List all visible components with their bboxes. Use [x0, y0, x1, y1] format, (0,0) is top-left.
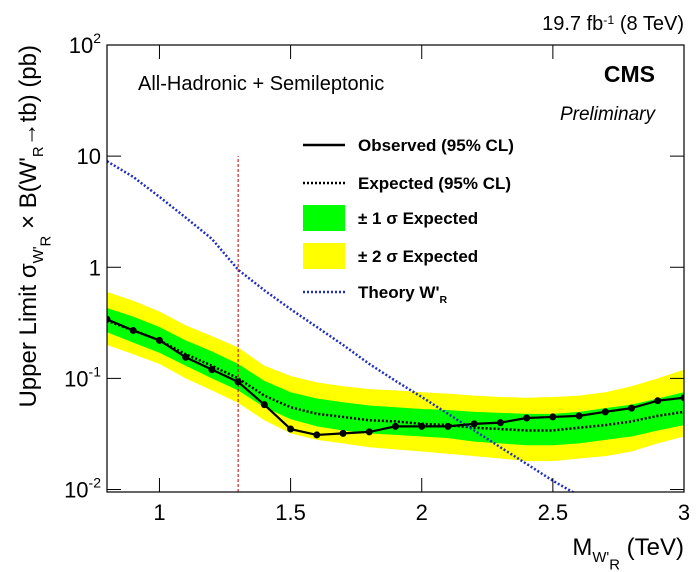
data-point: [601, 408, 609, 416]
annotation: All-Hadronic + Semileptonic: [138, 73, 384, 95]
data-point: [392, 422, 399, 430]
text-part: -1: [603, 13, 614, 27]
x-tick-label: 3: [678, 500, 690, 525]
text-part: (TeV): [620, 534, 684, 561]
text-part: R: [38, 235, 54, 246]
y-tick-label: 1: [89, 255, 101, 280]
data-point: [129, 326, 137, 334]
tick-exponent: 2: [93, 30, 101, 46]
status: Preliminary: [560, 104, 657, 125]
text-part: × B(W': [15, 157, 42, 236]
y-tick-label: 102: [69, 30, 101, 58]
text-part: R: [609, 557, 620, 572]
x-tick-label: 1: [153, 500, 165, 525]
legend-label: ± 2 σ Expected: [358, 247, 478, 266]
lumi-label: 19.7 fb-1 (8 TeV): [542, 13, 684, 35]
data-point: [654, 397, 662, 405]
legend-symbol: [303, 205, 345, 231]
data-point: [680, 394, 684, 402]
data-point: [523, 414, 531, 422]
data-point: [182, 353, 190, 361]
x-axis-label: MW'R (TeV): [572, 534, 684, 572]
data-point: [496, 419, 504, 427]
x-tick-label: 2.5: [538, 500, 569, 525]
y-tick-label: 10: [77, 144, 101, 169]
data-point: [444, 422, 452, 430]
y-tick-label: 10-1: [64, 363, 101, 391]
x-tick-label: 1.5: [275, 500, 306, 525]
tick-exponent: -1: [89, 363, 102, 379]
text-part: W': [31, 246, 47, 263]
x-tick-label: 2: [416, 500, 428, 525]
data-point: [575, 412, 583, 420]
text-part: W': [592, 550, 609, 566]
y-tick-label: 10-2: [64, 475, 101, 503]
tick-base: 10: [69, 33, 93, 58]
text-part: R: [440, 294, 448, 306]
series-line: [107, 160, 576, 492]
series-line: [107, 319, 684, 432]
data-point: [260, 401, 268, 409]
text-part: Upper Limit σ: [15, 263, 42, 407]
legend-label: Expected (95% CL): [358, 174, 511, 193]
data-point: [418, 422, 426, 430]
data-point: [234, 378, 242, 386]
data-point: [287, 425, 295, 433]
band: [107, 307, 684, 446]
legend-label: ± 1 σ Expected: [358, 209, 478, 228]
text-part: M: [572, 534, 592, 561]
text-part: →tb) (pb): [15, 45, 42, 146]
data-point: [339, 429, 347, 437]
legend-label: Theory W'R: [358, 283, 448, 306]
legend-label: Observed (95% CL): [358, 136, 514, 155]
y-axis-label: Upper Limit σW'R × B(W'R→tb) (pb): [15, 45, 54, 408]
tick-base: 10: [64, 478, 88, 503]
text-part: (8 TeV): [614, 13, 684, 35]
tick-base: 10: [64, 366, 88, 391]
data-point: [313, 431, 321, 439]
data-point: [155, 336, 163, 344]
data-point: [470, 420, 478, 428]
data-point: [549, 413, 557, 421]
data-point: [628, 404, 636, 412]
experiment: CMS: [604, 61, 655, 87]
plot-frame: [106, 44, 685, 493]
data-point: [107, 315, 111, 323]
text-part: R: [31, 146, 47, 157]
plot-area: [107, 156, 684, 492]
text-part: 19.7 fb: [542, 13, 603, 35]
text-part: Theory W': [358, 283, 440, 302]
data-point: [365, 428, 373, 436]
data-point: [208, 366, 216, 374]
legend-symbol: [303, 243, 345, 269]
tick-exponent: -2: [89, 475, 102, 491]
